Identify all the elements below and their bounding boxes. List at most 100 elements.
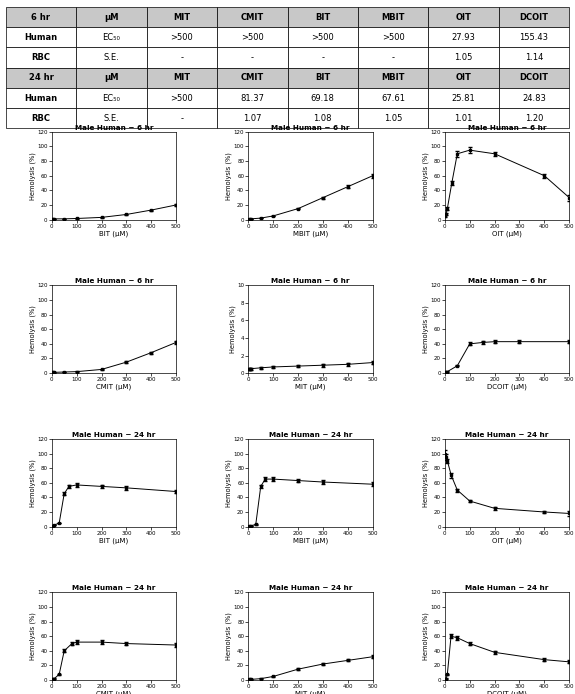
Text: S.E.: S.E. [104, 53, 119, 62]
FancyBboxPatch shape [428, 88, 499, 108]
Text: DCOIT: DCOIT [520, 74, 549, 83]
FancyBboxPatch shape [217, 7, 288, 27]
Y-axis label: Hemolysis (%): Hemolysis (%) [229, 305, 236, 353]
Text: MIT: MIT [173, 12, 190, 22]
Text: -: - [251, 53, 254, 62]
Title: Male Human ~ 24 hr: Male Human ~ 24 hr [465, 432, 549, 438]
Text: MBIT: MBIT [381, 74, 405, 83]
FancyBboxPatch shape [499, 47, 569, 68]
Text: RBC: RBC [32, 114, 51, 123]
Y-axis label: Hemolysis (%): Hemolysis (%) [29, 459, 36, 507]
Text: >500: >500 [382, 33, 405, 42]
X-axis label: CMIT (μM): CMIT (μM) [97, 691, 132, 694]
FancyBboxPatch shape [217, 68, 288, 88]
FancyBboxPatch shape [358, 47, 428, 68]
FancyBboxPatch shape [76, 108, 147, 128]
Title: Male Human ~ 24 hr: Male Human ~ 24 hr [269, 432, 352, 438]
Text: 1.20: 1.20 [525, 114, 543, 123]
FancyBboxPatch shape [147, 68, 217, 88]
Text: OIT: OIT [455, 12, 472, 22]
Y-axis label: Hemolysis (%): Hemolysis (%) [226, 612, 232, 660]
FancyBboxPatch shape [288, 88, 358, 108]
FancyBboxPatch shape [6, 7, 76, 27]
Y-axis label: Hemolysis (%): Hemolysis (%) [29, 612, 36, 660]
FancyBboxPatch shape [428, 108, 499, 128]
Text: BIT: BIT [315, 12, 331, 22]
FancyBboxPatch shape [358, 27, 428, 47]
FancyBboxPatch shape [217, 27, 288, 47]
FancyBboxPatch shape [288, 108, 358, 128]
X-axis label: OIT (μM): OIT (μM) [492, 537, 522, 543]
Text: 67.61: 67.61 [381, 94, 405, 103]
Text: μM: μM [104, 12, 118, 22]
FancyBboxPatch shape [428, 7, 499, 27]
FancyBboxPatch shape [217, 88, 288, 108]
FancyBboxPatch shape [499, 27, 569, 47]
FancyBboxPatch shape [76, 47, 147, 68]
Y-axis label: Hemolysis (%): Hemolysis (%) [226, 459, 232, 507]
Title: Male Human ~ 24 hr: Male Human ~ 24 hr [72, 432, 156, 438]
FancyBboxPatch shape [76, 88, 147, 108]
Text: BIT: BIT [315, 74, 331, 83]
FancyBboxPatch shape [288, 27, 358, 47]
X-axis label: DCOIT (μM): DCOIT (μM) [487, 384, 527, 390]
X-axis label: BIT (μM): BIT (μM) [99, 537, 129, 543]
Title: Male Human ~ 24 hr: Male Human ~ 24 hr [465, 585, 549, 591]
FancyBboxPatch shape [147, 108, 217, 128]
Text: 25.81: 25.81 [452, 94, 476, 103]
FancyBboxPatch shape [358, 108, 428, 128]
FancyBboxPatch shape [76, 68, 147, 88]
Text: OIT: OIT [455, 74, 472, 83]
Text: RBC: RBC [32, 53, 51, 62]
FancyBboxPatch shape [217, 47, 288, 68]
Text: DCOIT: DCOIT [520, 12, 549, 22]
Text: 1.01: 1.01 [454, 114, 473, 123]
X-axis label: CMIT (μM): CMIT (μM) [97, 384, 132, 390]
FancyBboxPatch shape [428, 47, 499, 68]
Text: -: - [181, 114, 183, 123]
Text: CMIT: CMIT [241, 12, 264, 22]
Text: 1.05: 1.05 [454, 53, 473, 62]
Y-axis label: Hemolysis (%): Hemolysis (%) [29, 152, 36, 200]
X-axis label: OIT (μM): OIT (μM) [492, 230, 522, 237]
Y-axis label: Hemolysis (%): Hemolysis (%) [29, 305, 36, 353]
Title: Male Human ~ 24 hr: Male Human ~ 24 hr [72, 585, 156, 591]
Title: Male Human ~ 6 hr: Male Human ~ 6 hr [75, 125, 153, 130]
Text: -: - [181, 53, 183, 62]
Text: 81.37: 81.37 [240, 94, 264, 103]
Y-axis label: Hemolysis (%): Hemolysis (%) [226, 152, 232, 200]
Text: MBIT: MBIT [381, 12, 405, 22]
Text: Human: Human [24, 33, 58, 42]
FancyBboxPatch shape [428, 68, 499, 88]
Text: -: - [392, 53, 394, 62]
Text: 69.18: 69.18 [310, 94, 335, 103]
FancyBboxPatch shape [6, 27, 76, 47]
Text: >500: >500 [311, 33, 334, 42]
Text: μM: μM [104, 74, 118, 83]
X-axis label: MIT (μM): MIT (μM) [295, 384, 326, 390]
FancyBboxPatch shape [76, 7, 147, 27]
Text: 155.43: 155.43 [520, 33, 549, 42]
FancyBboxPatch shape [499, 7, 569, 27]
Text: CMIT: CMIT [241, 74, 264, 83]
Text: 24.83: 24.83 [522, 94, 546, 103]
Y-axis label: Hemolysis (%): Hemolysis (%) [422, 305, 429, 353]
FancyBboxPatch shape [147, 47, 217, 68]
FancyBboxPatch shape [6, 88, 76, 108]
X-axis label: MBIT (μM): MBIT (μM) [293, 537, 328, 543]
Title: Male Human ~ 6 hr: Male Human ~ 6 hr [75, 278, 153, 285]
FancyBboxPatch shape [6, 108, 76, 128]
FancyBboxPatch shape [288, 7, 358, 27]
Text: 24 hr: 24 hr [29, 74, 53, 83]
Text: 1.07: 1.07 [243, 114, 262, 123]
Title: Male Human ~ 6 hr: Male Human ~ 6 hr [271, 278, 350, 285]
FancyBboxPatch shape [147, 27, 217, 47]
Title: Male Human ~ 6 hr: Male Human ~ 6 hr [468, 278, 546, 285]
Text: 1.08: 1.08 [313, 114, 332, 123]
Y-axis label: Hemolysis (%): Hemolysis (%) [422, 152, 429, 200]
Text: >500: >500 [170, 33, 193, 42]
FancyBboxPatch shape [499, 68, 569, 88]
Text: >500: >500 [241, 33, 264, 42]
Text: EC₅₀: EC₅₀ [102, 33, 120, 42]
FancyBboxPatch shape [358, 88, 428, 108]
